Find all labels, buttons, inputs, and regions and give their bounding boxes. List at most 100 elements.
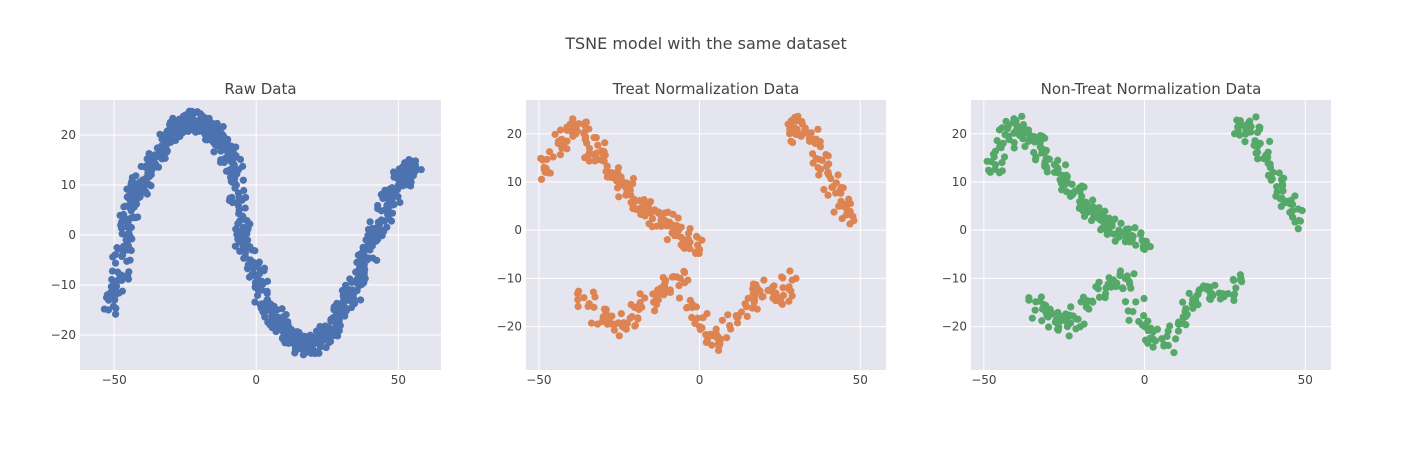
scatter-point [1286, 208, 1295, 216]
scatter-point [1252, 113, 1260, 121]
scatter-point [1076, 198, 1084, 206]
scatter-point [364, 240, 372, 249]
scatter-point [808, 150, 817, 158]
scatter-point [785, 297, 793, 305]
scatter-point [166, 138, 175, 147]
scatter-point [726, 321, 734, 330]
scatter-point [245, 273, 254, 281]
scatter-point [838, 214, 846, 223]
scatter-point [1125, 277, 1133, 285]
scatter-point [239, 224, 247, 232]
scatter-point [603, 162, 611, 170]
scatter-point [243, 217, 251, 225]
scatter-point [217, 147, 225, 155]
scatter-point [1032, 298, 1040, 306]
scatter-point [824, 152, 832, 160]
scatter-point [1275, 169, 1283, 177]
scatter-point [537, 175, 546, 183]
scatter-point [991, 161, 1000, 169]
scatter-point [1277, 202, 1285, 211]
scatter-point [998, 167, 1006, 175]
scatter-point [1097, 226, 1105, 234]
scatter-point [849, 212, 857, 221]
scatter-point [1040, 300, 1048, 309]
scatter-point [1028, 314, 1036, 322]
scatter-point [684, 229, 693, 237]
scatter-point [733, 319, 742, 327]
scatter-point [677, 223, 685, 231]
scatter-point [842, 200, 850, 208]
scatter-point [1054, 308, 1062, 317]
scatter-point [230, 161, 238, 169]
scatter-point [1125, 316, 1133, 324]
scatter-point [1016, 131, 1024, 140]
scatter-point [1101, 289, 1110, 298]
scatter-point [100, 305, 108, 313]
scatter-point [1251, 137, 1259, 145]
scatter-point [112, 310, 120, 318]
scatter-point [1278, 194, 1286, 202]
scatter-point [558, 144, 566, 152]
scatter-point [758, 293, 766, 301]
scatter-point [789, 139, 797, 147]
scatter-point [297, 343, 305, 351]
scatter-point [1031, 138, 1039, 146]
series-points-2 [983, 112, 1306, 357]
scatter-point [626, 314, 634, 322]
scatter-point [791, 113, 799, 121]
scatter-point [1089, 203, 1097, 211]
scatter-point [537, 154, 545, 163]
scatter-point [744, 294, 752, 302]
scatter-point [650, 307, 659, 315]
scatter-point [1194, 301, 1202, 309]
scatter-point [1083, 200, 1091, 208]
scatter-point [1025, 296, 1033, 304]
scatter-point [629, 174, 638, 183]
scatter-point [161, 154, 169, 162]
scatter-point [1298, 206, 1306, 215]
scatter-point [636, 204, 644, 212]
scatter-point [366, 218, 374, 226]
scatter-point [234, 235, 242, 243]
scatter-point [1139, 245, 1148, 253]
scatter-point [1038, 317, 1046, 325]
scatter-point [1144, 326, 1152, 335]
scatter-point [551, 130, 559, 138]
scatter-point [172, 126, 180, 134]
scatter-point [1172, 335, 1180, 343]
scatter-point [993, 137, 1001, 145]
scatter-point [985, 166, 993, 174]
scatter-point [1105, 214, 1113, 222]
scatter-point [238, 196, 246, 204]
scatter-point [217, 158, 225, 166]
scatter-point [702, 331, 710, 339]
scatter-point [641, 294, 649, 302]
scatter-point [779, 274, 787, 282]
scatter-point [716, 340, 724, 348]
scatter-point [341, 287, 349, 295]
scatter-point [1267, 176, 1275, 184]
scatter-point [225, 147, 233, 156]
scatter-point [814, 125, 822, 133]
scatter-point [1230, 276, 1238, 284]
scatter-point [778, 300, 786, 308]
scatter-point [698, 236, 706, 244]
scatter-point [1055, 316, 1063, 324]
scatter-point [615, 193, 623, 201]
scatter-point [1101, 207, 1109, 215]
scatter-point [1266, 164, 1275, 172]
scatter-point [614, 319, 622, 327]
scatter-point [1066, 319, 1075, 327]
y-tick-label-1-2: 0 [514, 223, 522, 237]
scatter-point [1232, 284, 1240, 292]
scatter-point [198, 118, 206, 127]
scatter-point [998, 158, 1006, 167]
scatter-point [353, 286, 361, 295]
scatter-point [1189, 304, 1197, 312]
scatter-point [118, 252, 126, 261]
scatter-point [1182, 321, 1190, 329]
scatter-point [1109, 230, 1118, 238]
scatter-point [801, 124, 809, 132]
scatter-point [278, 333, 287, 342]
scatter-point [335, 317, 343, 325]
